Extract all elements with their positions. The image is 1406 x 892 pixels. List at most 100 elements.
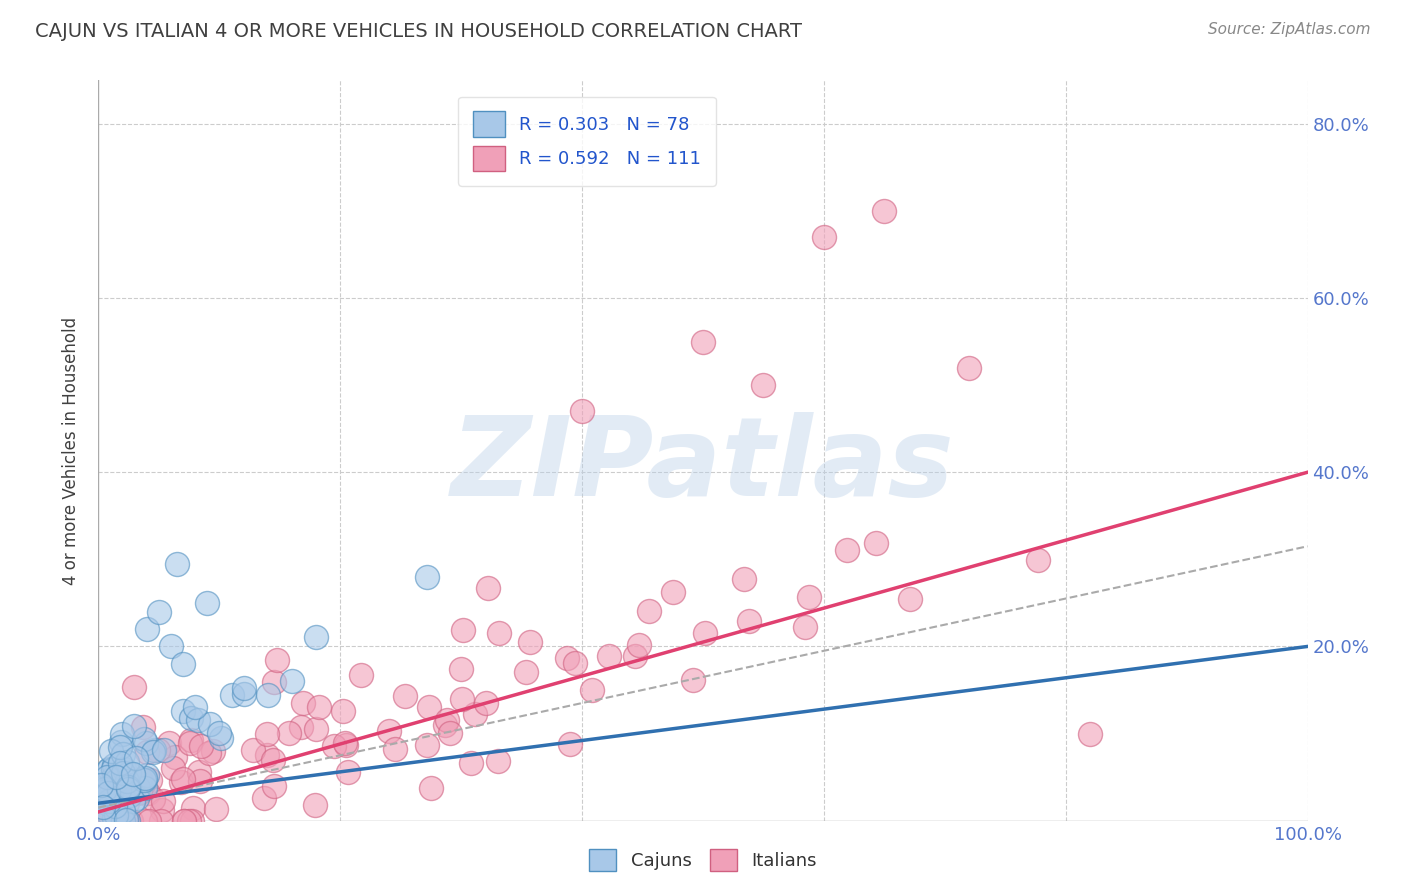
Point xyxy=(190,739,212,754)
Point xyxy=(111,804,134,818)
Point xyxy=(132,719,155,733)
Point xyxy=(148,743,170,757)
Point xyxy=(125,791,148,805)
Point xyxy=(90,779,112,793)
Point xyxy=(117,780,139,794)
Point xyxy=(256,747,278,762)
Point xyxy=(97,763,120,777)
Point xyxy=(187,713,209,727)
Point xyxy=(519,634,541,648)
Point xyxy=(96,814,118,828)
Point xyxy=(132,773,155,788)
Point xyxy=(127,780,149,795)
Point xyxy=(150,803,173,817)
Point xyxy=(132,731,155,746)
Point xyxy=(105,773,128,788)
Point xyxy=(813,230,835,244)
Point xyxy=(201,744,224,758)
Point xyxy=(152,794,174,808)
Point xyxy=(488,626,510,640)
Point xyxy=(198,716,221,731)
Point xyxy=(627,638,650,652)
Point xyxy=(163,750,186,764)
Point xyxy=(180,814,202,828)
Point xyxy=(209,731,232,745)
Point xyxy=(103,799,125,814)
Point xyxy=(90,814,112,828)
Point xyxy=(138,772,160,787)
Point xyxy=(262,753,284,767)
Point xyxy=(110,756,132,770)
Point xyxy=(97,786,120,800)
Legend: R = 0.303   N = 78, R = 0.592   N = 111: R = 0.303 N = 78, R = 0.592 N = 111 xyxy=(458,96,716,186)
Point xyxy=(142,745,165,759)
Point xyxy=(117,814,139,828)
Point xyxy=(93,798,115,813)
Point xyxy=(173,814,195,828)
Point xyxy=(122,680,145,694)
Point xyxy=(434,718,457,732)
Point xyxy=(195,596,218,610)
Point xyxy=(693,626,716,640)
Point xyxy=(873,203,896,218)
Point xyxy=(124,719,146,733)
Point xyxy=(460,756,482,770)
Point xyxy=(558,738,581,752)
Point xyxy=(332,704,354,718)
Point xyxy=(290,720,312,734)
Point xyxy=(416,570,439,584)
Point xyxy=(436,713,458,727)
Point xyxy=(166,557,188,571)
Point xyxy=(134,814,156,828)
Point xyxy=(281,673,304,688)
Point xyxy=(184,700,207,714)
Point xyxy=(103,770,125,784)
Point xyxy=(120,814,142,828)
Point xyxy=(93,811,115,825)
Point xyxy=(117,814,139,828)
Point xyxy=(150,814,173,828)
Point xyxy=(93,799,115,814)
Point xyxy=(111,727,134,741)
Point xyxy=(180,733,202,747)
Point xyxy=(183,801,205,815)
Point xyxy=(172,657,194,671)
Point xyxy=(263,779,285,793)
Point xyxy=(232,687,254,701)
Point xyxy=(136,768,159,782)
Point xyxy=(142,742,165,756)
Point xyxy=(118,766,141,780)
Point xyxy=(598,649,620,664)
Point xyxy=(188,764,211,779)
Point xyxy=(384,742,406,756)
Point xyxy=(865,536,887,550)
Point xyxy=(160,640,183,654)
Point xyxy=(752,378,775,392)
Point xyxy=(475,697,498,711)
Point xyxy=(105,807,128,822)
Point xyxy=(439,726,461,740)
Point xyxy=(134,773,156,788)
Point xyxy=(394,690,416,704)
Point xyxy=(135,622,157,636)
Point xyxy=(162,761,184,775)
Point xyxy=(416,738,439,752)
Point xyxy=(110,735,132,749)
Point xyxy=(97,763,120,777)
Point xyxy=(451,623,474,637)
Point xyxy=(253,791,276,805)
Point xyxy=(256,727,278,741)
Point xyxy=(121,767,143,781)
Point xyxy=(117,782,139,797)
Point xyxy=(662,584,685,599)
Point xyxy=(127,786,149,800)
Point xyxy=(205,802,228,816)
Point xyxy=(115,813,138,827)
Point xyxy=(637,604,659,618)
Point xyxy=(94,805,117,819)
Point xyxy=(581,682,603,697)
Point xyxy=(464,707,486,722)
Point xyxy=(177,814,200,828)
Point xyxy=(117,756,139,770)
Point xyxy=(232,681,254,695)
